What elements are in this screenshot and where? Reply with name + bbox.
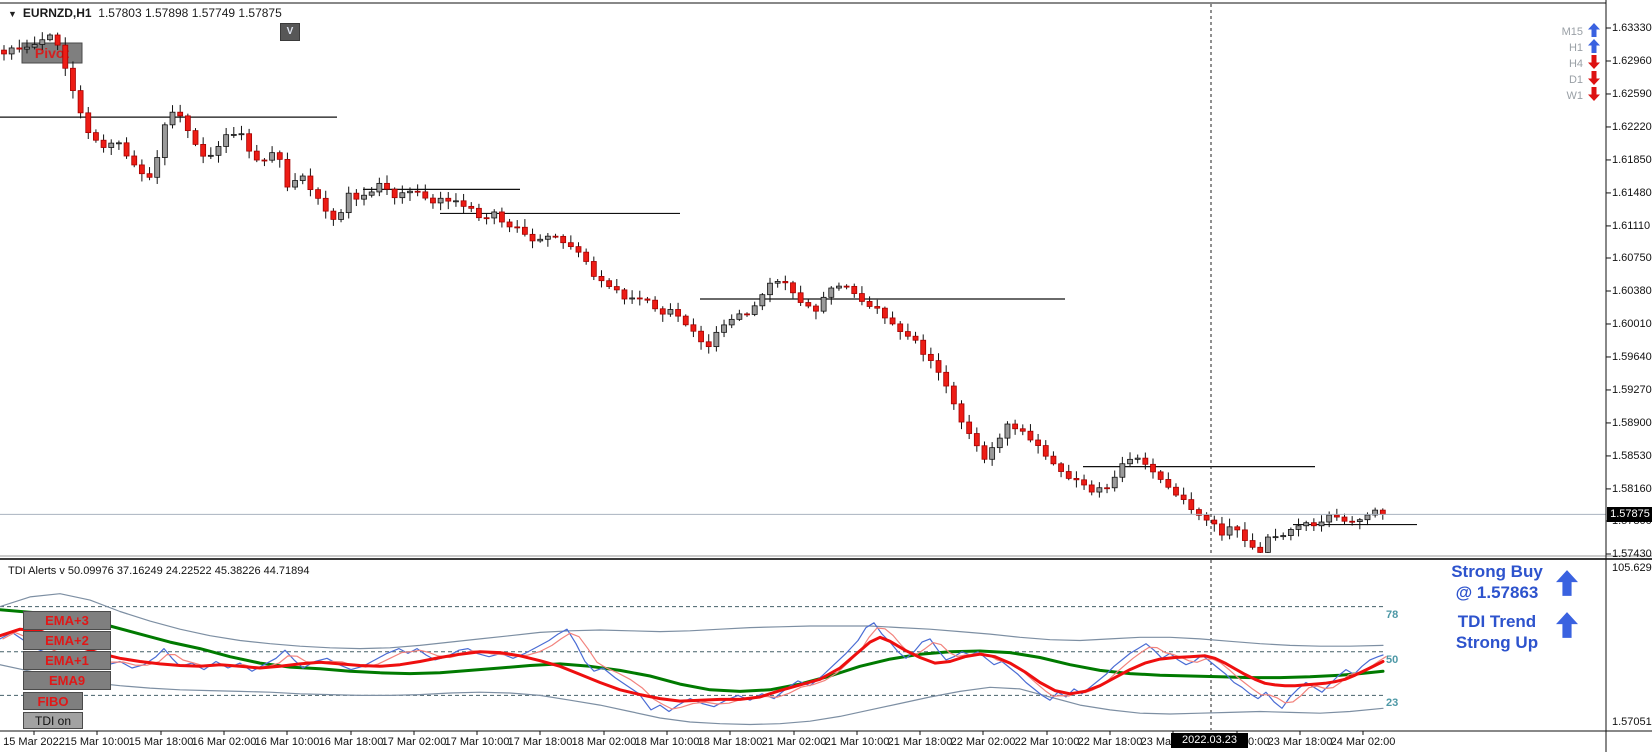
time-axis-label: 22 Mar 10:00 xyxy=(1014,736,1080,748)
timeframe-trend-row-h4[interactable]: H4 xyxy=(1544,54,1600,74)
time-axis-label: 15 Mar 10:00 xyxy=(64,736,130,748)
time-axis-label: 16 Mar 10:00 xyxy=(254,736,320,748)
price-axis-label: 1.58900 xyxy=(1612,416,1652,429)
chevron-down-icon[interactable]: ▼ xyxy=(8,9,17,19)
tdi-trade-signal-line xyxy=(0,627,1385,703)
time-axis-label: 15 Mar 18:00 xyxy=(128,736,194,748)
price-axis-label: 1.62960 xyxy=(1612,54,1652,67)
tdi-rsi-price-line xyxy=(0,622,1384,713)
tdi-market-base-line xyxy=(0,608,1385,693)
time-axis-label: 17 Mar 02:00 xyxy=(381,736,447,748)
vline-date-marker: 2022.03.23 09:00 xyxy=(1171,733,1248,752)
ema-plus1-button[interactable]: EMA+1 xyxy=(23,651,111,670)
ema-plus2-button[interactable]: EMA+2 xyxy=(23,631,111,650)
tdi-volatility-band-lower xyxy=(0,664,1384,726)
price-axis-label: 1.59640 xyxy=(1612,350,1652,363)
time-axis-label: 18 Mar 10:00 xyxy=(634,736,700,748)
price-axis-label: 1.63330 xyxy=(1612,22,1652,34)
fibo-button[interactable]: FIBO xyxy=(23,692,83,710)
time-axis-label: 18 Mar 18:00 xyxy=(697,736,763,748)
price-axis-label: 1.60010 xyxy=(1612,317,1652,330)
tdi-level-label: 50 xyxy=(1386,653,1399,666)
time-axis-label: 16 Mar 18:00 xyxy=(318,736,384,748)
tdi-volatility-band-upper xyxy=(0,593,1384,650)
timeframe-trend-row-d1[interactable]: D1 xyxy=(1544,70,1600,90)
price-axis-label: 1.62220 xyxy=(1612,120,1652,133)
timeframe-trend-row-w1[interactable]: W1 xyxy=(1544,86,1600,106)
tdi-trend-up-arrow-icon xyxy=(1556,612,1578,643)
price-axis-label: 1.61850 xyxy=(1612,153,1652,166)
price-axis-label: 1.59270 xyxy=(1612,383,1652,396)
timeframe-trend-row-m15[interactable]: M15 xyxy=(1544,22,1600,42)
indicator-scale-max: 105.62968 xyxy=(1612,562,1652,574)
price-axis-label: 1.62590 xyxy=(1612,87,1652,100)
time-axis-label: 21 Mar 18:00 xyxy=(887,736,953,748)
time-axis-label: 17 Mar 18:00 xyxy=(507,736,573,748)
time-axis-label: 21 Mar 02:00 xyxy=(761,736,827,748)
timeframe-label: M15 xyxy=(1561,26,1583,38)
arrow-down-icon xyxy=(1588,70,1600,90)
arrow-down-icon xyxy=(1588,86,1600,106)
price-axis-label: 1.60750 xyxy=(1612,252,1652,264)
timeframe-label: W1 xyxy=(1566,90,1584,102)
tdi-on-button[interactable]: TDI on xyxy=(23,712,83,729)
price-axis-label: 1.61480 xyxy=(1612,186,1652,199)
time-axis-label: 24 Mar 02:00 xyxy=(1330,736,1396,748)
pivot-label: Pivot xyxy=(35,45,70,61)
signal-text-strong-buy: Strong Buy xyxy=(1451,562,1543,581)
tdi-level-label: 78 xyxy=(1386,608,1399,621)
price-axis-label: 1.58160 xyxy=(1612,482,1652,495)
price-axis-label: 1.60380 xyxy=(1612,284,1652,297)
time-axis-label: 15 Mar 2022 xyxy=(3,736,65,748)
v-button[interactable]: V xyxy=(280,23,300,41)
timeframe-label: H1 xyxy=(1568,42,1583,54)
current-price-marker: 1.57875 xyxy=(1607,507,1652,522)
tdi-level-label: 23 xyxy=(1386,697,1399,710)
price-axis-label: 1.57430 xyxy=(1612,547,1652,560)
arrow-up-icon xyxy=(1588,38,1600,58)
timeframe-trend-row-h1[interactable]: H1 xyxy=(1544,38,1600,58)
time-axis-label: 17 Mar 10:00 xyxy=(444,736,510,748)
candlestick-series xyxy=(1,32,1386,553)
time-axis-label: 23 Mar 18:00 xyxy=(1267,736,1333,748)
ema9-button[interactable]: EMA9 xyxy=(23,671,111,690)
time-axis-label: 22 Mar 18:00 xyxy=(1077,736,1143,748)
timeframe-label: D1 xyxy=(1568,74,1583,86)
time-axis-label: 18 Mar 02:00 xyxy=(571,736,637,748)
strong-buy-up-arrow-icon xyxy=(1556,570,1578,601)
price-axis-label: 1.58530 xyxy=(1612,449,1652,462)
signal-text-strong-up: Strong Up xyxy=(1455,633,1539,652)
timeframe-label: H4 xyxy=(1568,58,1583,70)
indicator-scale-min: 1.57051 xyxy=(1612,716,1652,728)
time-axis-label: 16 Mar 02:00 xyxy=(191,736,257,748)
chart-title: ▼ EURNZD,H1 1.57803 1.57898 1.57749 1.578… xyxy=(8,6,282,20)
arrow-down-icon xyxy=(1588,54,1600,74)
ema-plus3-button[interactable]: EMA+3 xyxy=(23,611,111,630)
time-axis-label: 22 Mar 02:00 xyxy=(950,736,1016,748)
tdi-trade-signal-thin xyxy=(2,627,1387,710)
arrow-up-icon xyxy=(1588,22,1600,42)
signal-text-tdi-trend: TDI Trend xyxy=(1457,612,1537,631)
symbol-timeframe-label: EURNZD,H1 xyxy=(22,6,92,20)
ohlc-values: 1.57803 1.57898 1.57749 1.57875 xyxy=(98,6,282,20)
price-axis-label: 1.61110 xyxy=(1612,219,1651,232)
time-axis-label: 21 Mar 10:00 xyxy=(824,736,890,748)
signal-text-price: @ 1.57863 xyxy=(1455,583,1539,602)
indicator-title: TDI Alerts v 50.09976 37.16249 24.22522 … xyxy=(8,565,310,577)
